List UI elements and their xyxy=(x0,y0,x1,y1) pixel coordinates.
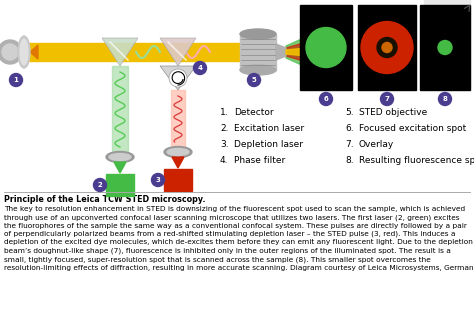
Text: 4: 4 xyxy=(198,65,202,71)
Bar xyxy=(240,34,276,70)
Text: Detector: Detector xyxy=(234,108,273,117)
Text: 2: 2 xyxy=(98,182,102,188)
Text: 4.: 4. xyxy=(220,156,228,165)
Bar xyxy=(358,5,416,90)
Text: Focused excitation spot: Focused excitation spot xyxy=(359,124,466,133)
Text: 1: 1 xyxy=(14,77,18,83)
Circle shape xyxy=(152,174,164,187)
Text: Excitation laser: Excitation laser xyxy=(234,124,304,133)
Ellipse shape xyxy=(18,36,30,68)
Polygon shape xyxy=(172,157,184,168)
Text: 8: 8 xyxy=(443,96,447,102)
Polygon shape xyxy=(276,44,286,60)
Circle shape xyxy=(382,43,392,53)
Polygon shape xyxy=(286,46,326,58)
Text: Resulting fluorescence spot: Resulting fluorescence spot xyxy=(359,156,474,165)
Polygon shape xyxy=(114,162,126,173)
Circle shape xyxy=(306,27,346,67)
Circle shape xyxy=(0,40,22,64)
Ellipse shape xyxy=(240,29,276,39)
Text: Depletion laser: Depletion laser xyxy=(234,140,303,149)
Circle shape xyxy=(381,92,393,106)
Bar xyxy=(112,66,128,151)
Circle shape xyxy=(9,73,22,86)
Ellipse shape xyxy=(240,65,276,75)
Ellipse shape xyxy=(20,39,28,65)
Bar xyxy=(20,43,252,61)
Circle shape xyxy=(2,44,18,60)
Text: Phase filter: Phase filter xyxy=(234,156,285,165)
Ellipse shape xyxy=(109,153,131,160)
Circle shape xyxy=(169,69,187,87)
Text: 8.: 8. xyxy=(345,156,354,165)
Circle shape xyxy=(93,179,107,192)
Polygon shape xyxy=(286,36,326,68)
Bar xyxy=(171,90,185,150)
Polygon shape xyxy=(286,28,326,76)
Text: 2.: 2. xyxy=(220,124,228,133)
Bar xyxy=(164,169,192,191)
Bar xyxy=(106,174,134,196)
Polygon shape xyxy=(160,66,196,90)
Ellipse shape xyxy=(164,146,192,157)
Text: 7.: 7. xyxy=(345,140,354,149)
Circle shape xyxy=(193,62,207,74)
Polygon shape xyxy=(30,45,38,59)
Bar xyxy=(424,0,470,84)
Text: 5.: 5. xyxy=(345,108,354,117)
Text: Principle of the Leica TCW STED microscopy.: Principle of the Leica TCW STED microsco… xyxy=(4,195,206,204)
Bar xyxy=(300,5,352,90)
Text: 5: 5 xyxy=(252,77,256,83)
Text: 6: 6 xyxy=(324,96,328,102)
Text: 7: 7 xyxy=(384,96,390,102)
Text: 3.: 3. xyxy=(220,140,228,149)
Text: STED objective: STED objective xyxy=(359,108,427,117)
Polygon shape xyxy=(160,38,196,66)
Text: 3: 3 xyxy=(155,177,160,183)
Ellipse shape xyxy=(167,148,189,155)
Circle shape xyxy=(377,38,397,58)
Ellipse shape xyxy=(106,151,134,162)
Circle shape xyxy=(361,21,413,73)
Text: Overlay: Overlay xyxy=(359,140,394,149)
Text: 6.: 6. xyxy=(345,124,354,133)
Text: The key to resolution enhancement in STED is downsizing of the fluorescent spot : The key to resolution enhancement in STE… xyxy=(4,206,474,271)
Bar xyxy=(420,5,470,90)
Circle shape xyxy=(319,92,332,106)
Polygon shape xyxy=(102,38,138,66)
Circle shape xyxy=(438,92,452,106)
Circle shape xyxy=(438,41,452,55)
Text: 1.: 1. xyxy=(220,108,228,117)
Circle shape xyxy=(247,73,261,86)
